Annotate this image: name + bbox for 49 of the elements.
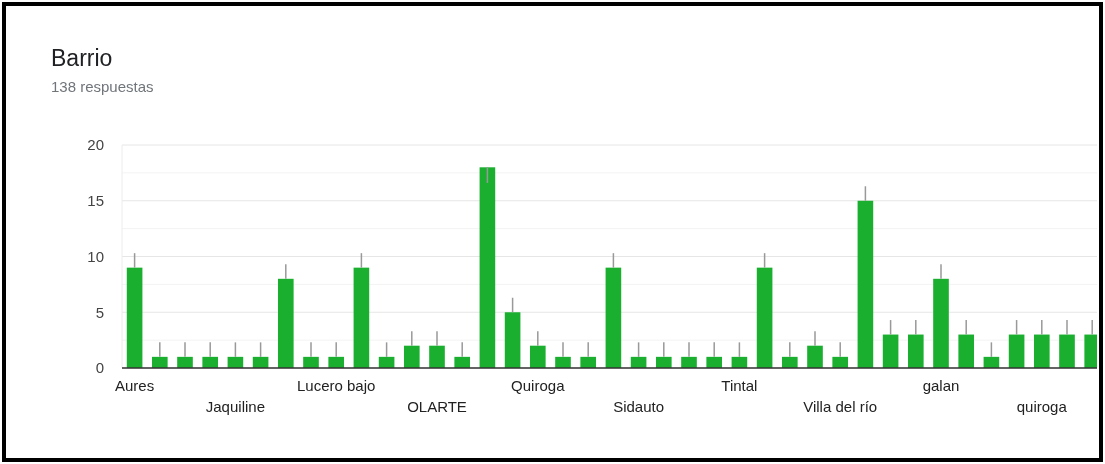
chart-title: Barrio — [51, 45, 113, 71]
bar — [454, 356, 471, 368]
y-tick-label: 5 — [95, 303, 104, 321]
x-tick-label: Quiroga — [511, 377, 566, 394]
bar — [857, 200, 874, 368]
bar — [479, 167, 496, 368]
bar — [1033, 334, 1050, 368]
bar — [807, 345, 823, 368]
y-tick-label: 0 — [95, 359, 104, 377]
bar — [202, 356, 219, 368]
bar — [1059, 334, 1075, 368]
chart-subtitle: 138 respuestas — [51, 78, 154, 95]
bar — [882, 334, 899, 368]
bar — [177, 356, 193, 368]
bar — [681, 356, 697, 368]
bar — [1008, 334, 1025, 368]
bar — [429, 345, 445, 368]
bar — [832, 356, 849, 368]
x-tick-label: Jaquiline — [205, 398, 266, 415]
bar — [580, 356, 597, 368]
y-tick-label: 20 — [87, 136, 104, 154]
bar — [303, 356, 319, 368]
x-tick-label: quiroga — [1016, 398, 1068, 415]
x-tick-label: OLARTE — [407, 398, 467, 415]
bar — [403, 345, 420, 368]
bar — [353, 267, 370, 368]
bar — [504, 312, 521, 368]
bar — [706, 356, 723, 368]
bar — [655, 356, 672, 368]
y-tick-label: 10 — [87, 247, 104, 265]
bar — [328, 356, 345, 368]
x-tick-label: Aures — [115, 377, 155, 394]
bar — [781, 356, 798, 368]
x-tick-label: Lucero bajo — [297, 377, 376, 394]
y-tick-label: 15 — [87, 192, 104, 209]
bar — [756, 267, 773, 368]
bar — [126, 267, 143, 368]
bar — [907, 334, 924, 368]
x-tick-label: Villa del río — [803, 398, 878, 415]
x-tick-label: Tintal — [721, 377, 758, 394]
x-tick-label: Sidauto — [613, 398, 665, 415]
bar — [958, 334, 975, 368]
bar — [605, 267, 622, 368]
bar — [555, 356, 571, 368]
bar — [151, 356, 168, 368]
bar — [529, 345, 546, 368]
x-tick-label: galan — [922, 377, 960, 394]
bar — [277, 278, 294, 368]
bar — [933, 278, 949, 368]
